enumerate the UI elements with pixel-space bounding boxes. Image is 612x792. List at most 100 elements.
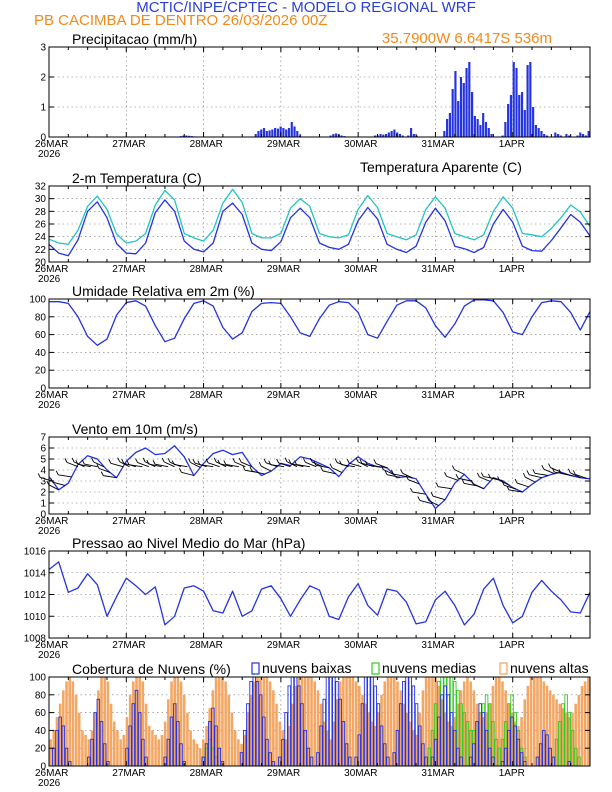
x-tick-label: 30MAR: [344, 139, 377, 150]
wind-barb: [504, 484, 517, 490]
cloud-bar-altas: [119, 739, 122, 766]
x-tick-label: 30MAR: [344, 640, 377, 651]
cloud-bar-altas: [580, 685, 584, 766]
wind-barb-feather: [294, 460, 297, 465]
wind-barb-feather: [359, 459, 363, 464]
x-tick-label: 27MAR: [112, 640, 145, 651]
cloud-bar-altas: [237, 739, 240, 766]
precip-bar: [459, 77, 463, 137]
cloud-bar-altas: [587, 677, 590, 766]
cloud-bar-altas: [536, 677, 539, 766]
y-tick-label: 80: [35, 312, 47, 323]
y-tick-label: 1: [40, 103, 46, 114]
x-tick-label: 27MAR: [112, 139, 145, 150]
cloud-bar-altas: [443, 712, 447, 766]
x-tick-label: 27MAR: [112, 516, 145, 527]
series-line-pressure-0: [48, 561, 591, 626]
plot-area: [49, 47, 590, 137]
panel-title: Cobertura de Nuvens (%): [72, 661, 231, 677]
wind-barb: [164, 461, 175, 468]
cloud-bar-altas: [469, 681, 472, 766]
cloud-bar-altas: [326, 730, 329, 766]
cloud-bar-altas: [513, 721, 517, 766]
x-tick-label: 30MAR: [344, 516, 377, 527]
wind-barb-feather: [346, 459, 350, 464]
x-tick-label: 1APR: [499, 390, 525, 401]
precip-bar: [443, 131, 446, 137]
cloud-bar-altas: [529, 677, 533, 766]
y-tick-label: 28: [35, 207, 47, 218]
cloud-bar-altas: [370, 721, 374, 766]
cloud-bar-altas: [504, 690, 507, 766]
cloud-bar-altas: [249, 694, 253, 766]
cloud-bar-altas: [189, 730, 192, 766]
cloud-bar-altas: [195, 743, 199, 766]
precip-bar: [568, 135, 571, 137]
precip-bar: [293, 126, 296, 137]
wind-barb-feather: [81, 459, 85, 465]
legend-swatch-altas: [499, 662, 508, 675]
x-tick-label: 30MAR: [344, 768, 377, 779]
precip-bar: [501, 135, 504, 137]
cloud-bar-altas: [386, 677, 390, 766]
cloud-bar-altas: [316, 690, 320, 766]
wind-barb: [315, 464, 330, 469]
wind-barb: [98, 467, 111, 473]
x-tick-label: 31MAR: [421, 640, 454, 651]
precip-bar: [340, 135, 343, 137]
cloud-bar-altas: [87, 739, 91, 766]
panel-rh: 0 20 40 60 80 100 26MAR 27MAR 28MAR 29MAR 30MAR 31M…: [29, 283, 591, 411]
cloud-bar-altas: [256, 677, 259, 766]
wind-barb-feather: [64, 458, 68, 463]
cloud-bar-altas: [163, 721, 167, 766]
wind-barb-feather: [50, 477, 54, 483]
cloud-bar-altas: [561, 708, 565, 766]
wind-barb-feather: [522, 472, 526, 478]
wind-barb-feather: [232, 457, 236, 463]
precip-bar: [534, 125, 537, 137]
cloud-bar-altas: [303, 677, 307, 766]
wind-barb: [446, 475, 459, 481]
wind-barb: [154, 463, 169, 468]
y-tick-label: 0: [40, 762, 46, 773]
precip-bar: [462, 83, 465, 137]
cloud-bar-altas: [421, 690, 425, 766]
wind-barb-feather: [435, 482, 439, 487]
y-tick-label: 5: [40, 455, 46, 466]
wind-barb-feather: [551, 467, 555, 473]
wind-barb: [457, 477, 471, 482]
x-tick-label: 1APR: [499, 768, 525, 779]
cloud-bar-altas: [354, 681, 358, 766]
cloud-bar-altas: [380, 694, 383, 766]
x-tick-label: 26MAR: [35, 264, 68, 275]
wind-barb-feather: [410, 487, 413, 493]
cloud-bar-altas: [310, 677, 313, 766]
wind-barb-feather: [455, 473, 459, 479]
cloud-bar-altas: [552, 694, 555, 766]
cloud-bar-altas: [112, 721, 116, 766]
wind-barb-feather: [444, 472, 447, 477]
wind-barb: [454, 469, 465, 475]
cloud-bar-altas: [364, 703, 367, 766]
cloud-bar-altas: [160, 734, 164, 766]
wind-barb-feather: [100, 471, 104, 476]
precip-bar: [335, 133, 338, 137]
cloud-bar-altas: [49, 739, 52, 766]
wind-barb: [419, 500, 433, 505]
x-tick-label: 28MAR: [190, 768, 223, 779]
cloud-bar-altas: [402, 703, 406, 766]
cloud-bar-altas: [151, 730, 154, 766]
x-tick-label: 31MAR: [421, 390, 454, 401]
precip-bar: [484, 122, 488, 137]
y-tick-label: 6: [40, 444, 46, 455]
y-tick-label: 2: [40, 73, 46, 84]
cloud-bar-altas: [230, 712, 234, 766]
precip-bar: [554, 132, 557, 137]
precip-bar: [518, 95, 521, 137]
wind-barb: [508, 489, 523, 493]
precip-bar: [584, 135, 587, 137]
x-tick-label: 26MAR: [35, 516, 68, 527]
cloud-bar-altas: [431, 677, 434, 766]
precip-bar: [185, 135, 188, 137]
y-tick-label: 60: [35, 330, 47, 341]
